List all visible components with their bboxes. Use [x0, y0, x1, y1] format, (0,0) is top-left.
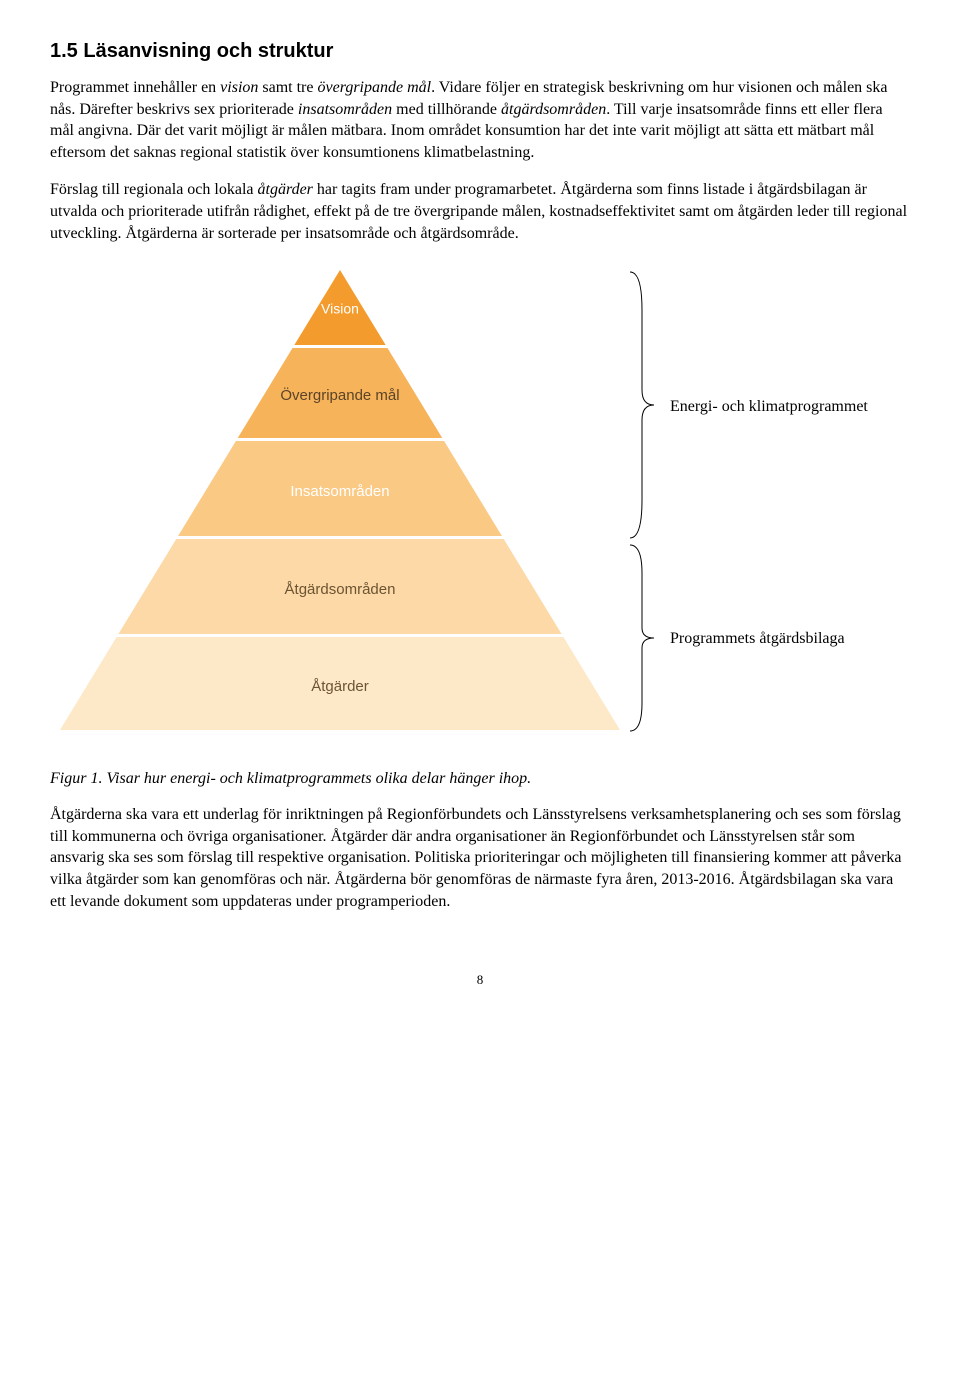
section-heading: 1.5 Läsanvisning och struktur	[50, 40, 910, 63]
italic-term: vision	[220, 79, 258, 96]
italic-term: övergripande mål	[317, 79, 431, 96]
text: med tillhörande	[392, 101, 501, 118]
pyramid-label-0: Vision	[321, 301, 359, 317]
italic-term: åtgärdsområden	[501, 101, 606, 118]
brace-lower	[630, 543, 660, 733]
pyramid-figure: Vision Övergripande mål Insatsområden Åtgär…	[50, 260, 910, 760]
pyramid-label-1: Övergripande mål	[280, 386, 399, 404]
paragraph-3: Åtgärderna ska vara ett underlag för inr…	[50, 804, 910, 912]
text: Förslag till regionala och lokala	[50, 181, 258, 198]
page-number: 8	[50, 972, 910, 988]
pyramid-label-2: Insatsområden	[290, 483, 389, 500]
text: samt tre	[258, 79, 317, 96]
italic-term: insatsområden	[298, 101, 392, 118]
pyramid-label-3: Åtgärdsområden	[285, 581, 396, 598]
paragraph-2: Förslag till regionala och lokala åtgärd…	[50, 179, 910, 244]
side-label-program: Energi- och klimatprogrammet	[670, 398, 868, 416]
side-label-appendix: Programmets åtgärdsbilaga	[670, 630, 845, 648]
pyramid-diagram: Vision Övergripande mål Insatsområden Åtgär…	[60, 270, 620, 730]
italic-term: åtgärder	[258, 181, 313, 198]
paragraph-1: Programmet innehåller en vision samt tre…	[50, 77, 910, 163]
text: Programmet innehåller en	[50, 79, 220, 96]
brace-upper	[630, 270, 660, 540]
figure-caption: Figur 1. Visar hur energi- och klimatpro…	[50, 770, 910, 788]
pyramid-label-4: Åtgärder	[311, 678, 369, 695]
